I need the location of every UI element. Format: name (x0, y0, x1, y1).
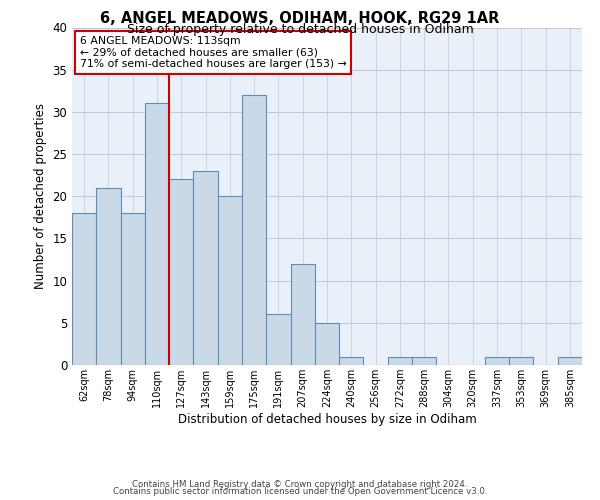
Bar (558, 356, 582, 365)
Bar (412, 356, 436, 365)
Bar (388, 356, 412, 365)
Bar (121, 213, 145, 365)
Bar (266, 314, 290, 365)
Text: 6, ANGEL MEADOWS, ODIHAM, HOOK, RG29 1AR: 6, ANGEL MEADOWS, ODIHAM, HOOK, RG29 1AR (100, 11, 500, 26)
Bar (290, 264, 315, 365)
Bar (169, 180, 193, 365)
Text: 6 ANGEL MEADOWS: 113sqm
← 29% of detached houses are smaller (63)
71% of semi-de: 6 ANGEL MEADOWS: 113sqm ← 29% of detache… (80, 36, 346, 69)
Text: Contains public sector information licensed under the Open Government Licence v3: Contains public sector information licen… (113, 488, 487, 496)
Text: Size of property relative to detached houses in Odiham: Size of property relative to detached ho… (127, 22, 473, 36)
Bar (193, 171, 218, 365)
Bar (218, 196, 242, 365)
Bar (242, 95, 266, 365)
X-axis label: Distribution of detached houses by size in Odiham: Distribution of detached houses by size … (178, 413, 476, 426)
Bar (339, 356, 364, 365)
Bar (509, 356, 533, 365)
Y-axis label: Number of detached properties: Number of detached properties (34, 104, 47, 289)
Bar (96, 188, 121, 365)
Bar (485, 356, 509, 365)
Bar (145, 104, 169, 365)
Bar (72, 213, 96, 365)
Text: Contains HM Land Registry data © Crown copyright and database right 2024.: Contains HM Land Registry data © Crown c… (132, 480, 468, 489)
Bar (315, 323, 339, 365)
